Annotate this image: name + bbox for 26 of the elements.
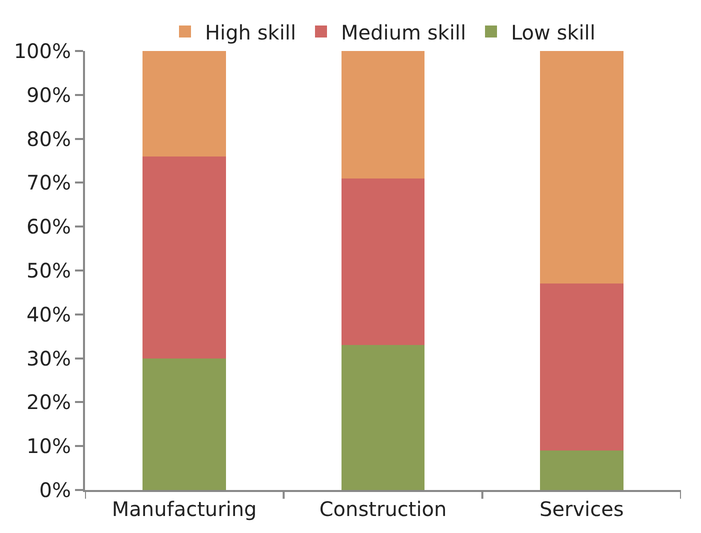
bar [142, 156, 226, 358]
y-tick-label: 20% [26, 390, 71, 414]
bar [142, 51, 226, 156]
x-tick-label: Services [540, 497, 624, 521]
y-tick-label: 40% [26, 302, 71, 326]
y-tick-label: 10% [26, 434, 71, 458]
legend-label: Medium skill [341, 20, 466, 44]
bar [142, 358, 226, 490]
bar [341, 178, 425, 346]
bar [341, 51, 425, 178]
y-tick-label: 80% [26, 126, 71, 151]
legend-label: High skill [205, 20, 296, 44]
y-tick-label: 50% [26, 258, 71, 282]
bar [540, 284, 624, 450]
bar [341, 345, 425, 490]
legend-label: Low skill [511, 20, 596, 44]
y-tick-label: 30% [26, 346, 71, 370]
y-tick-label: 100% [14, 39, 71, 63]
y-tick-label: 0% [39, 478, 71, 502]
y-tick-label: 90% [26, 82, 71, 107]
y-tick-label: 60% [26, 214, 71, 239]
x-tick-label: Construction [319, 497, 447, 521]
bar [540, 450, 624, 490]
bar [540, 51, 624, 284]
y-tick-label: 70% [26, 170, 71, 195]
x-tick-label: Manufacturing [112, 497, 257, 521]
